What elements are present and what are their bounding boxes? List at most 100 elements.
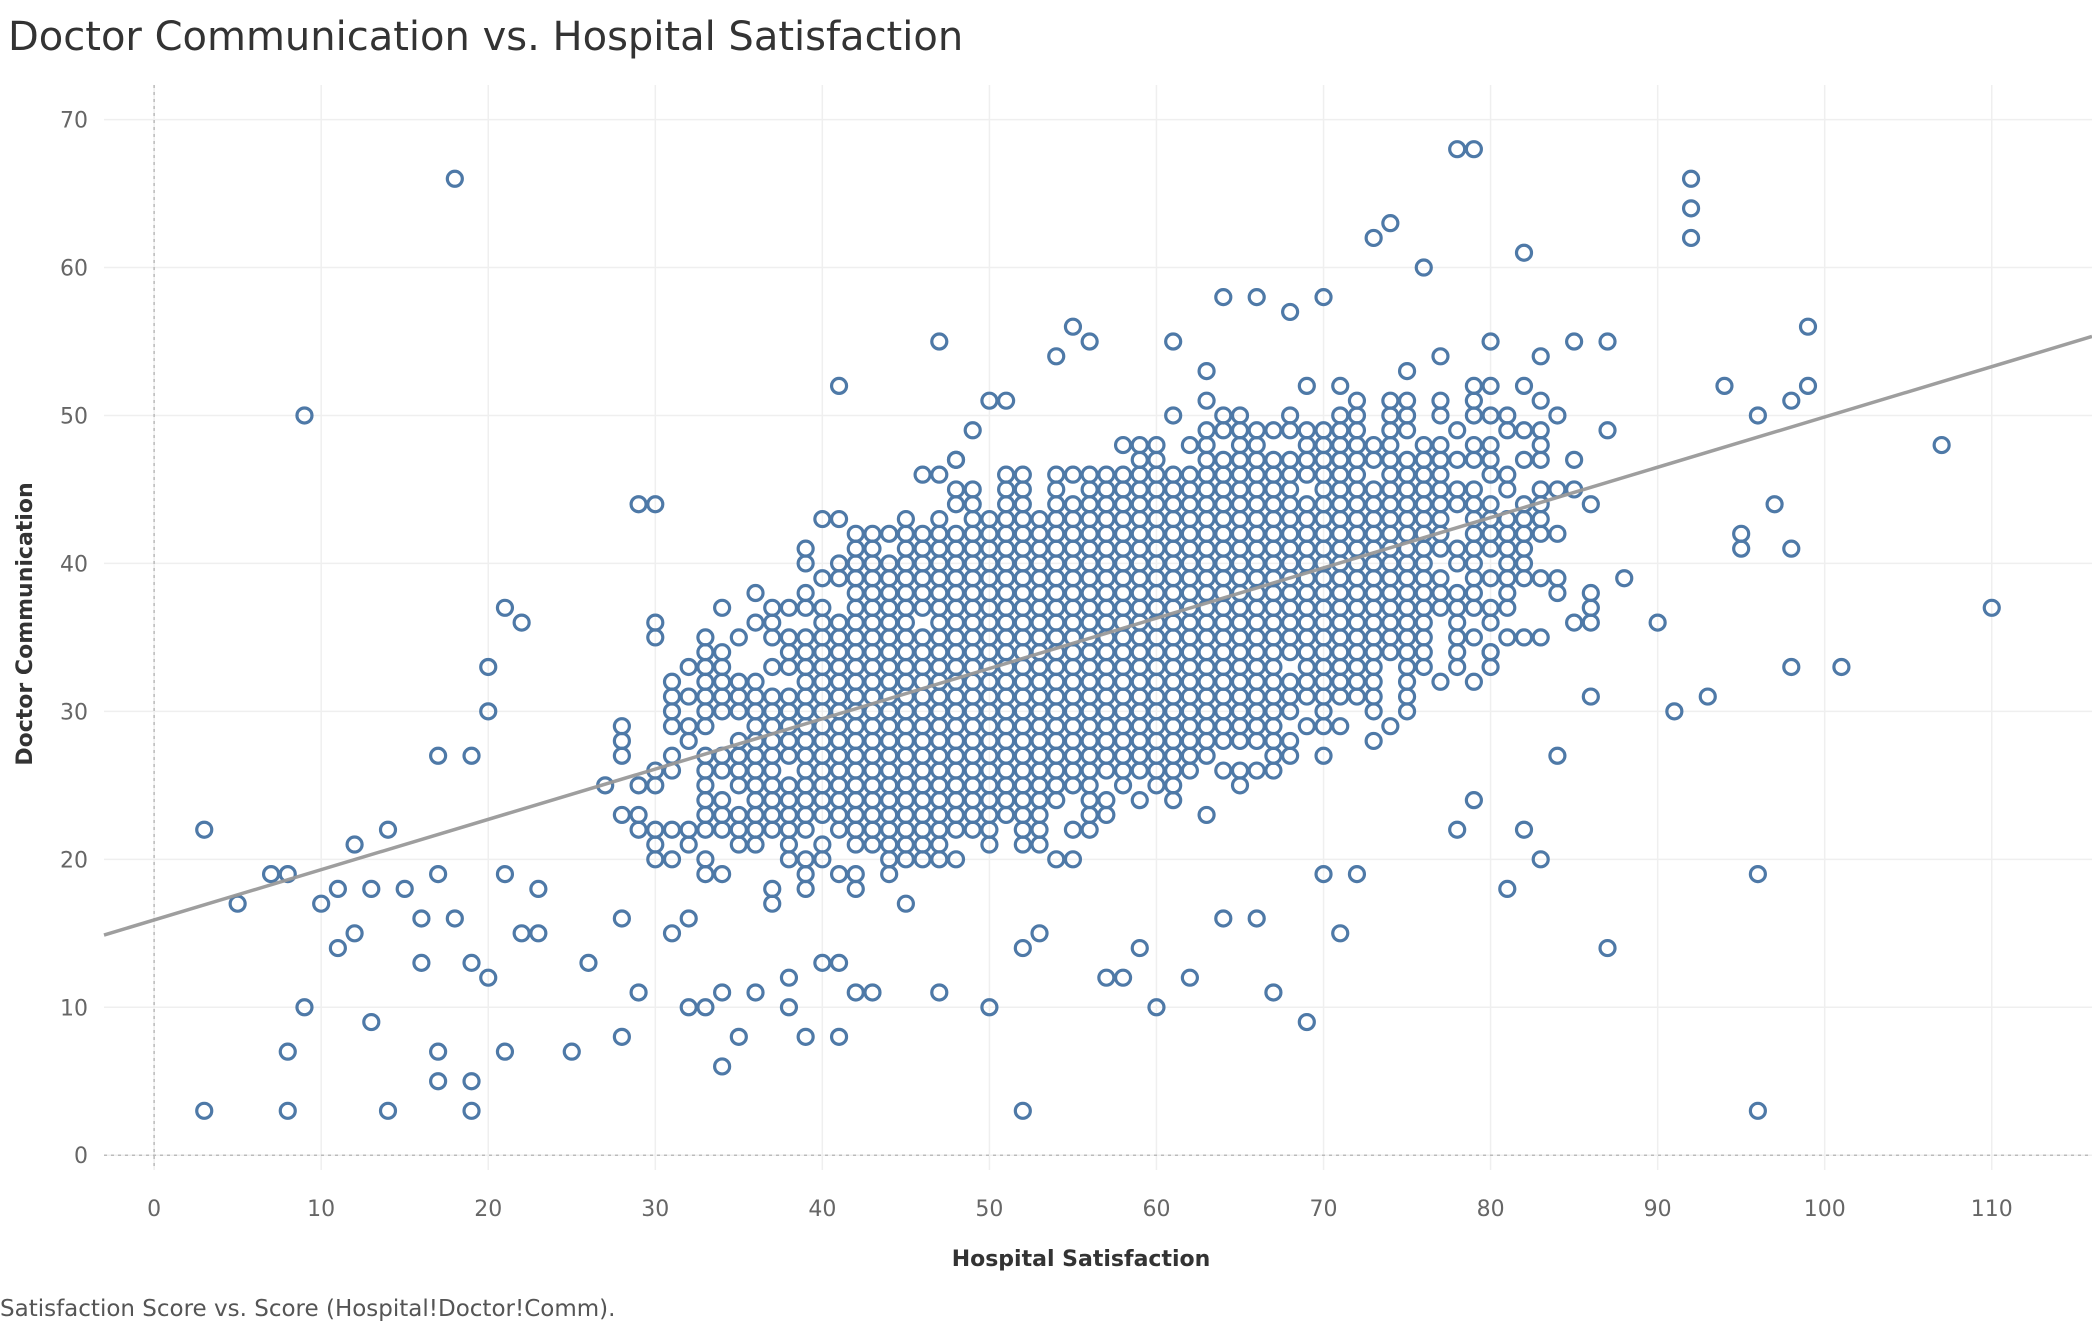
- y-axis-ticks: 0 10 20 30 40 50 60 70: [60, 109, 88, 1170]
- scatter-point: [1113, 569, 1133, 588]
- scatter-point: [1097, 791, 1116, 810]
- scatter-point: [696, 850, 715, 869]
- scatter-point: [913, 820, 932, 839]
- x-tick-label: 100: [1804, 1197, 1846, 1222]
- scatter-point: [612, 731, 631, 751]
- scatter-point: [1464, 583, 1483, 603]
- scatter-point: [1464, 140, 1483, 159]
- scatter-point: [880, 613, 899, 632]
- scatter-point: [1414, 657, 1433, 677]
- scatter-point: [1548, 569, 1567, 588]
- scatter-point: [713, 1057, 732, 1076]
- scatter-point: [997, 539, 1016, 558]
- scatter-point: [1331, 406, 1350, 425]
- scatter-point: [629, 776, 648, 795]
- scatter-point: [1013, 554, 1032, 573]
- gridlines: [104, 85, 2092, 1170]
- scatter-point: [1431, 569, 1450, 588]
- scatter-point: [1514, 421, 1534, 440]
- scatter-point: [1498, 480, 1517, 499]
- x-tick-label: 30: [641, 1197, 669, 1222]
- scatter-point: [1214, 598, 1233, 617]
- scatter-point: [930, 850, 949, 869]
- scatter-point: [1180, 672, 1199, 691]
- scatter-point: [1230, 672, 1250, 691]
- scatter-point: [1013, 835, 1032, 854]
- scatter-point: [1030, 509, 1049, 529]
- scatter-point: [1113, 643, 1133, 662]
- scatter-point: [1214, 687, 1233, 706]
- scatter-point: [846, 524, 865, 543]
- scatter-point: [1047, 495, 1066, 514]
- scatter-point: [1364, 672, 1383, 691]
- scatter-point: [846, 687, 865, 706]
- scatter-point: [1281, 495, 1300, 514]
- scatter-point: [746, 791, 765, 810]
- scatter-point: [1464, 480, 1483, 499]
- scatter-point: [1063, 657, 1083, 677]
- scatter-point: [1297, 376, 1316, 395]
- scatter-point: [846, 657, 865, 677]
- scatter-point: [1514, 243, 1534, 262]
- scatter-point: [1381, 524, 1400, 543]
- scatter-point: [1164, 465, 1183, 484]
- scatter-point: [930, 731, 949, 751]
- scatter-point: [1397, 421, 1417, 440]
- scatter-point: [829, 761, 849, 780]
- scatter-point: [1230, 657, 1250, 677]
- scatter-point: [1047, 465, 1066, 484]
- scatter-point: [896, 805, 915, 825]
- scatter-point: [1230, 406, 1250, 425]
- scatter-point: [1013, 746, 1032, 765]
- scatter-point: [1113, 465, 1133, 484]
- scatter-point: [813, 657, 832, 677]
- scatter-point: [1364, 628, 1383, 647]
- scatter-point: [696, 672, 715, 691]
- scatter-point: [997, 746, 1016, 765]
- scatter-point: [1214, 702, 1233, 721]
- scatter-point: [1698, 687, 1717, 706]
- scatter-point: [713, 687, 732, 706]
- scatter-point: [1414, 569, 1433, 588]
- scatter-point: [1397, 361, 1417, 381]
- scatter-point: [1264, 643, 1283, 662]
- scatter-point: [1130, 938, 1149, 958]
- scatter-point: [1247, 717, 1266, 736]
- scatter-point: [1648, 613, 1667, 632]
- scatter-point: [529, 924, 548, 943]
- scatter-point: [1097, 598, 1116, 617]
- scatter-point: [829, 805, 849, 825]
- scatter-point: [1013, 480, 1032, 499]
- scatter-point: [412, 953, 431, 972]
- scatter-point: [1414, 583, 1433, 603]
- scatter-point: [880, 717, 899, 736]
- scatter-point: [679, 820, 698, 839]
- scatter-point: [1748, 865, 1767, 884]
- scatter-point: [1113, 672, 1133, 691]
- scatter-point: [829, 731, 849, 751]
- scatter-point: [696, 791, 715, 810]
- scatter-point: [1448, 539, 1467, 558]
- scatter-point: [1164, 657, 1183, 677]
- scatter-point: [1214, 657, 1233, 677]
- scatter-point: [863, 657, 882, 677]
- scatter-point: [880, 731, 899, 751]
- scatter-point: [913, 731, 932, 751]
- scatter-point: [1180, 643, 1199, 662]
- scatter-point: [1281, 672, 1300, 691]
- scatter-point: [1030, 731, 1049, 751]
- scatter-point: [1047, 583, 1066, 603]
- scatter-point: [1164, 495, 1183, 514]
- scatter-point: [1197, 554, 1216, 573]
- scatter-point: [1130, 717, 1149, 736]
- scatter-point: [696, 865, 715, 884]
- scatter-point: [1113, 613, 1133, 632]
- scatter-point: [1164, 480, 1183, 499]
- scatter-point: [829, 643, 849, 662]
- x-tick-label: 0: [147, 1197, 161, 1222]
- scatter-point: [1147, 628, 1166, 647]
- scatter-point: [1798, 376, 1818, 395]
- scatter-point: [1164, 524, 1183, 543]
- scatter-point: [1347, 539, 1367, 558]
- scatter-point: [779, 791, 799, 810]
